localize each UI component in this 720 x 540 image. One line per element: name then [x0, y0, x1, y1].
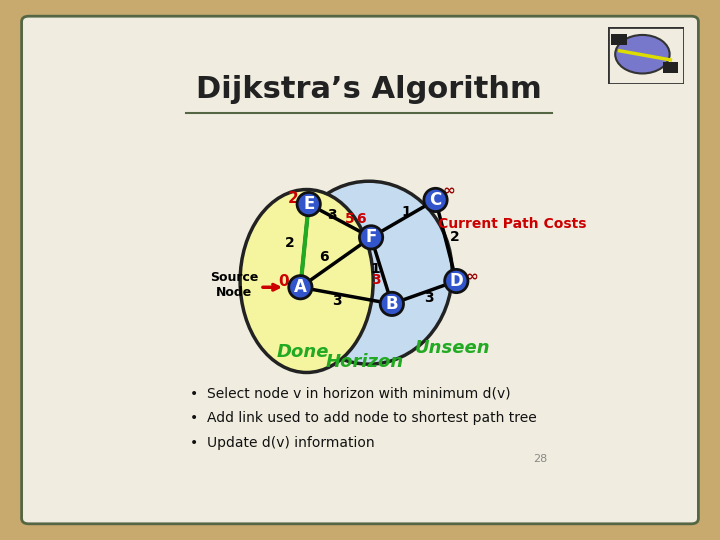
- Ellipse shape: [286, 181, 452, 364]
- Text: 2: 2: [450, 231, 459, 245]
- Text: A: A: [294, 278, 307, 296]
- Bar: [663, 62, 678, 73]
- Circle shape: [424, 188, 447, 212]
- Text: 1: 1: [371, 262, 381, 276]
- Bar: [611, 34, 626, 45]
- Text: Dijkstra’s Algorithm: Dijkstra’s Algorithm: [196, 75, 542, 104]
- Circle shape: [380, 292, 403, 315]
- Text: D: D: [449, 272, 463, 290]
- Text: 5: 5: [345, 212, 355, 226]
- Text: ∞: ∞: [466, 268, 479, 284]
- Circle shape: [297, 192, 320, 216]
- Text: 3: 3: [332, 294, 341, 308]
- Text: C: C: [429, 191, 441, 209]
- Text: •  Select node v in horizon with minimum d(v): • Select node v in horizon with minimum …: [190, 386, 510, 400]
- Text: Unseen: Unseen: [414, 339, 490, 356]
- Text: 6: 6: [319, 250, 329, 264]
- Text: F: F: [365, 228, 377, 246]
- Circle shape: [289, 275, 312, 299]
- Text: 6: 6: [356, 212, 366, 226]
- Text: B: B: [385, 295, 398, 313]
- Text: E: E: [303, 195, 315, 213]
- Text: Horizon: Horizon: [325, 353, 404, 371]
- Ellipse shape: [240, 190, 373, 373]
- Text: Current Path Costs: Current Path Costs: [438, 217, 587, 231]
- Circle shape: [359, 226, 383, 249]
- Text: 3: 3: [371, 273, 380, 287]
- Text: 28: 28: [534, 454, 548, 464]
- Text: 3: 3: [327, 208, 336, 222]
- Text: Done: Done: [276, 343, 329, 361]
- Circle shape: [445, 269, 468, 293]
- Ellipse shape: [615, 35, 670, 73]
- Text: ∞: ∞: [443, 183, 455, 198]
- Text: 1: 1: [402, 205, 411, 219]
- Text: Source
Node: Source Node: [210, 271, 258, 299]
- Text: 0: 0: [279, 274, 289, 288]
- Text: 3: 3: [425, 292, 434, 306]
- Text: 2: 2: [285, 236, 295, 250]
- Text: •  Add link used to add node to shortest path tree: • Add link used to add node to shortest …: [190, 411, 537, 425]
- Text: •  Update d(v) information: • Update d(v) information: [190, 436, 375, 450]
- Text: 2: 2: [288, 191, 299, 206]
